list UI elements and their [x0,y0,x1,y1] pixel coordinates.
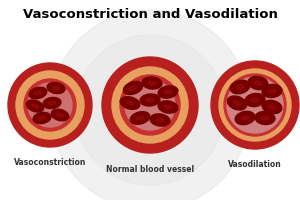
Ellipse shape [255,111,275,125]
Circle shape [219,69,291,141]
Ellipse shape [136,116,144,120]
Ellipse shape [26,100,44,112]
Circle shape [211,61,299,149]
Circle shape [8,63,92,147]
Ellipse shape [34,91,41,95]
Ellipse shape [261,116,269,120]
Circle shape [50,10,250,200]
Ellipse shape [43,97,61,109]
Text: Normal blood vessel: Normal blood vessel [106,165,194,174]
Ellipse shape [140,94,160,106]
Ellipse shape [164,90,172,94]
Ellipse shape [254,81,262,85]
Ellipse shape [164,105,172,109]
Ellipse shape [48,101,56,105]
Circle shape [120,75,180,135]
Ellipse shape [268,89,276,93]
Ellipse shape [120,97,140,109]
Circle shape [28,83,72,127]
Ellipse shape [268,105,276,109]
Ellipse shape [146,98,154,102]
Ellipse shape [148,81,156,85]
Text: Vasoconstriction and Vasodilation: Vasoconstriction and Vasodilation [22,8,278,21]
Ellipse shape [52,86,60,90]
Ellipse shape [158,86,178,98]
Circle shape [224,74,286,136]
Ellipse shape [130,112,150,124]
Circle shape [16,71,84,139]
Ellipse shape [126,101,134,105]
Ellipse shape [230,80,250,94]
Ellipse shape [33,112,51,124]
Ellipse shape [251,98,259,102]
Circle shape [24,79,76,131]
Ellipse shape [227,96,247,110]
Circle shape [227,77,283,133]
Ellipse shape [47,82,65,94]
Ellipse shape [262,100,282,114]
Ellipse shape [262,84,282,98]
Ellipse shape [245,93,265,107]
Ellipse shape [123,81,142,95]
Ellipse shape [241,116,249,120]
Circle shape [75,35,225,185]
Ellipse shape [233,101,241,105]
Ellipse shape [51,109,69,121]
Ellipse shape [158,101,178,113]
Ellipse shape [32,104,38,108]
Text: Vasoconstriction: Vasoconstriction [14,158,86,167]
Circle shape [125,80,175,130]
Ellipse shape [156,118,164,122]
Ellipse shape [248,76,268,90]
Circle shape [112,67,188,143]
Ellipse shape [38,116,46,120]
Ellipse shape [150,114,170,126]
Circle shape [102,57,198,153]
Ellipse shape [236,85,244,89]
Ellipse shape [29,87,47,99]
Ellipse shape [56,113,64,117]
Ellipse shape [129,86,137,90]
Ellipse shape [235,111,255,125]
Ellipse shape [142,77,162,89]
Text: Vasodilation: Vasodilation [228,160,282,169]
